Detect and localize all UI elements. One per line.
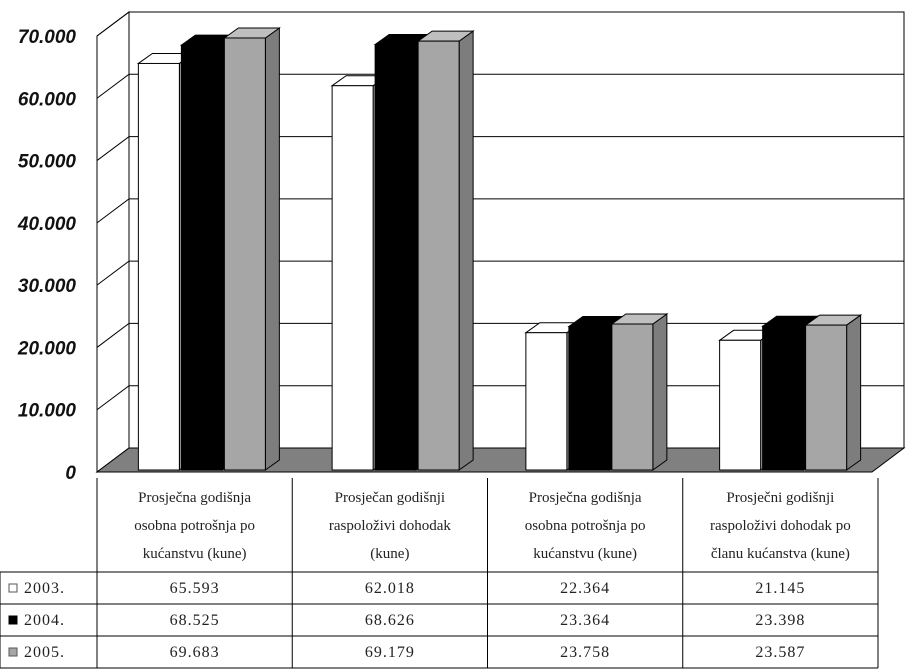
category-label: osobna potrošnja po [134, 518, 255, 534]
data-label: 69.179 [365, 644, 415, 661]
y-tick-label: 70.000 [18, 27, 77, 48]
y-tick-label: 40.000 [17, 214, 77, 235]
data-label: 21.145 [755, 580, 805, 597]
bar-side [652, 313, 668, 471]
category-label: (kune) [370, 546, 409, 562]
data-label: 69.683 [170, 644, 220, 661]
category-label: osobna potrošnja po [525, 518, 646, 534]
bar [374, 44, 417, 471]
y-axis-ticks: 0 10.000 20.000 30.000 40.000 50.000 60.000 70.… [17, 27, 77, 484]
y-tick-label: 10.000 [18, 401, 77, 422]
category-label: članu kućanstva (kune) [711, 546, 850, 562]
legend-swatch [8, 583, 18, 593]
gridline-side [96, 198, 130, 224]
bar [568, 325, 611, 471]
category-label: raspoloživi dohodak [329, 518, 452, 534]
data-label: 65.593 [170, 580, 220, 597]
category-label: Prosječan godišnji [335, 490, 445, 506]
gridline-side [96, 385, 130, 411]
bar [331, 85, 374, 471]
gridline-side [96, 11, 130, 37]
y-tick-label: 30.000 [18, 276, 77, 297]
gridline-side [96, 73, 130, 99]
bar [525, 332, 568, 471]
side-wall [96, 11, 130, 473]
bar [180, 44, 223, 471]
bar [611, 323, 654, 471]
data-label: 23.398 [755, 612, 805, 629]
data-label: 23.587 [755, 644, 805, 661]
y-tick-label: 50.000 [18, 152, 77, 173]
bars [136, 27, 863, 471]
bar [762, 325, 805, 471]
bar-side [846, 314, 862, 471]
floor-plane [95, 447, 906, 473]
data-label: 23.364 [560, 612, 610, 629]
gridline-side [96, 260, 130, 286]
gridline-side [96, 323, 130, 348]
data-label: 68.525 [170, 612, 220, 629]
legend-swatch [8, 647, 18, 657]
bar [223, 37, 266, 471]
data-label: 68.626 [365, 612, 415, 629]
y-tick-label: 20.000 [17, 338, 77, 359]
legend-label: 2004. [24, 612, 65, 629]
category-label: Prosječna godišnja [138, 490, 251, 506]
category-label: raspoloživi dohodak po [710, 518, 851, 534]
chart-floor [95, 447, 906, 473]
data-label: 23.758 [560, 644, 610, 661]
y-tick-label: 0 [65, 463, 76, 484]
bar [417, 40, 460, 471]
legend-label: 2003. [24, 580, 65, 597]
legend-label: 2005. [24, 644, 65, 661]
data-label: 22.364 [560, 580, 610, 597]
legend-swatch [8, 615, 18, 625]
bar [719, 339, 762, 471]
category-label: kućanstvu (kune) [533, 546, 637, 562]
data-label: 62.018 [365, 580, 415, 597]
bar-side [458, 30, 474, 471]
category-label: kućanstvu (kune) [143, 546, 247, 562]
data-table: Prosječna godišnja osobna potrošnja po kuć… [0, 478, 879, 669]
y-tick-label: 60.000 [18, 89, 77, 110]
bar [137, 62, 180, 471]
bar [805, 324, 848, 471]
bar-side [264, 27, 280, 471]
gridline-side [96, 136, 130, 161]
category-label: Prosječna godišnja [529, 490, 642, 506]
category-label: Prosječni godišnji [726, 490, 834, 506]
